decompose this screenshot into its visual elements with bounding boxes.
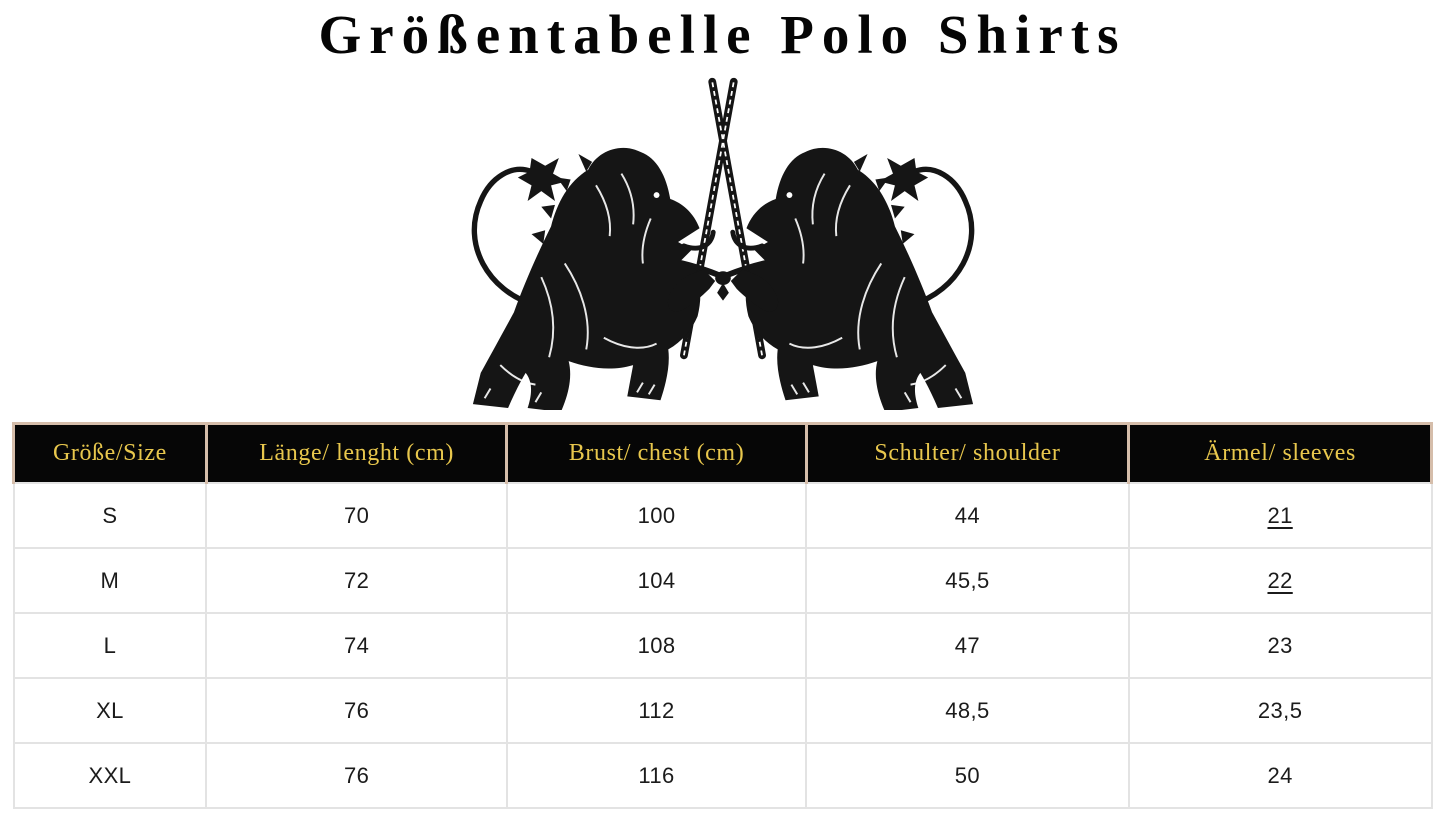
measurement-cell: 100 <box>505 482 808 549</box>
measurement-cell: 76 <box>205 742 508 809</box>
cell-value: 76 <box>344 762 370 788</box>
cell-value: M <box>100 567 120 593</box>
size-table-body: S 70 100 44 21 M 72 104 45,5 22 L 74 108 47 23 XL 76 112 4… <box>12 482 1433 809</box>
cell-value: 22 <box>1267 567 1293 593</box>
measurement-cell: 22 <box>1127 547 1433 614</box>
measurement-cell: 72 <box>205 547 508 614</box>
size-cell: S <box>12 482 208 549</box>
measurement-cell: 104 <box>505 547 808 614</box>
table-row: L 74 108 47 23 <box>12 612 1433 679</box>
table-row: M 72 104 45,5 22 <box>12 547 1433 614</box>
size-table: Größe/Size Länge/ lenght (cm) Brust/ che… <box>12 422 1433 809</box>
measurement-cell: 48,5 <box>805 677 1130 744</box>
size-cell: L <box>12 612 208 679</box>
cell-value: 104 <box>637 567 676 593</box>
measurement-cell: 47 <box>805 612 1130 679</box>
size-table-header: Größe/Size Länge/ lenght (cm) Brust/ che… <box>12 422 1433 484</box>
measurement-cell: 45,5 <box>805 547 1130 614</box>
column-header-sleeves: Ärmel/ sleeves <box>1127 422 1433 484</box>
column-header-shoulder: Schulter/ shoulder <box>804 422 1131 484</box>
cell-value: 24 <box>1267 762 1293 788</box>
measurement-cell: 116 <box>505 742 808 809</box>
cell-value: XXL <box>88 762 132 788</box>
cell-value: 45,5 <box>945 567 990 593</box>
measurement-cell: 112 <box>505 677 808 744</box>
cell-value: 70 <box>344 502 370 528</box>
column-header-length: Länge/ lenght (cm) <box>204 422 509 484</box>
size-cell: XL <box>12 677 208 744</box>
table-row: XL 76 112 48,5 23,5 <box>12 677 1433 744</box>
cell-value: 112 <box>638 697 675 723</box>
measurement-cell: 23 <box>1127 612 1433 679</box>
cell-value: XL <box>96 697 124 723</box>
two-lions-crossed-swords-emblem <box>471 77 997 410</box>
cell-value: 76 <box>344 697 370 723</box>
measurement-cell: 108 <box>505 612 808 679</box>
cell-value: 100 <box>637 502 676 528</box>
measurement-cell: 50 <box>805 742 1130 809</box>
header-row: Größe/Size Länge/ lenght (cm) Brust/ che… <box>12 422 1433 484</box>
cell-value: 44 <box>954 502 981 528</box>
cell-value: 72 <box>344 567 370 593</box>
table-row: S 70 100 44 21 <box>12 482 1433 549</box>
size-cell: M <box>12 547 208 614</box>
measurement-cell: 74 <box>205 612 508 679</box>
measurement-cell: 24 <box>1127 742 1433 809</box>
emblem-container <box>0 72 1445 416</box>
cell-value: L <box>103 632 117 658</box>
cell-value: 23,5 <box>1257 697 1303 723</box>
cell-value: 108 <box>637 632 676 658</box>
size-cell: XXL <box>12 742 208 809</box>
cell-value: 23 <box>1267 632 1293 658</box>
measurement-cell: 44 <box>805 482 1130 549</box>
column-header-chest: Brust/ chest (cm) <box>505 422 808 484</box>
cell-value: 74 <box>344 632 370 658</box>
cell-value: 116 <box>638 762 675 788</box>
cell-value: 50 <box>954 762 981 788</box>
measurement-cell: 23,5 <box>1127 677 1433 744</box>
cell-value: 21 <box>1267 502 1293 528</box>
measurement-cell: 76 <box>205 677 508 744</box>
cell-value: S <box>102 502 118 528</box>
page-title: Größentabelle Polo Shirts <box>318 4 1127 65</box>
column-header-size: Größe/Size <box>12 422 208 484</box>
table-row: XXL 76 116 50 24 <box>12 742 1433 809</box>
measurement-cell: 21 <box>1127 482 1433 549</box>
cell-value: 47 <box>954 632 981 658</box>
measurement-cell: 70 <box>205 482 508 549</box>
cell-value: 48,5 <box>945 697 990 723</box>
heraldic-lion-icon <box>471 147 716 410</box>
